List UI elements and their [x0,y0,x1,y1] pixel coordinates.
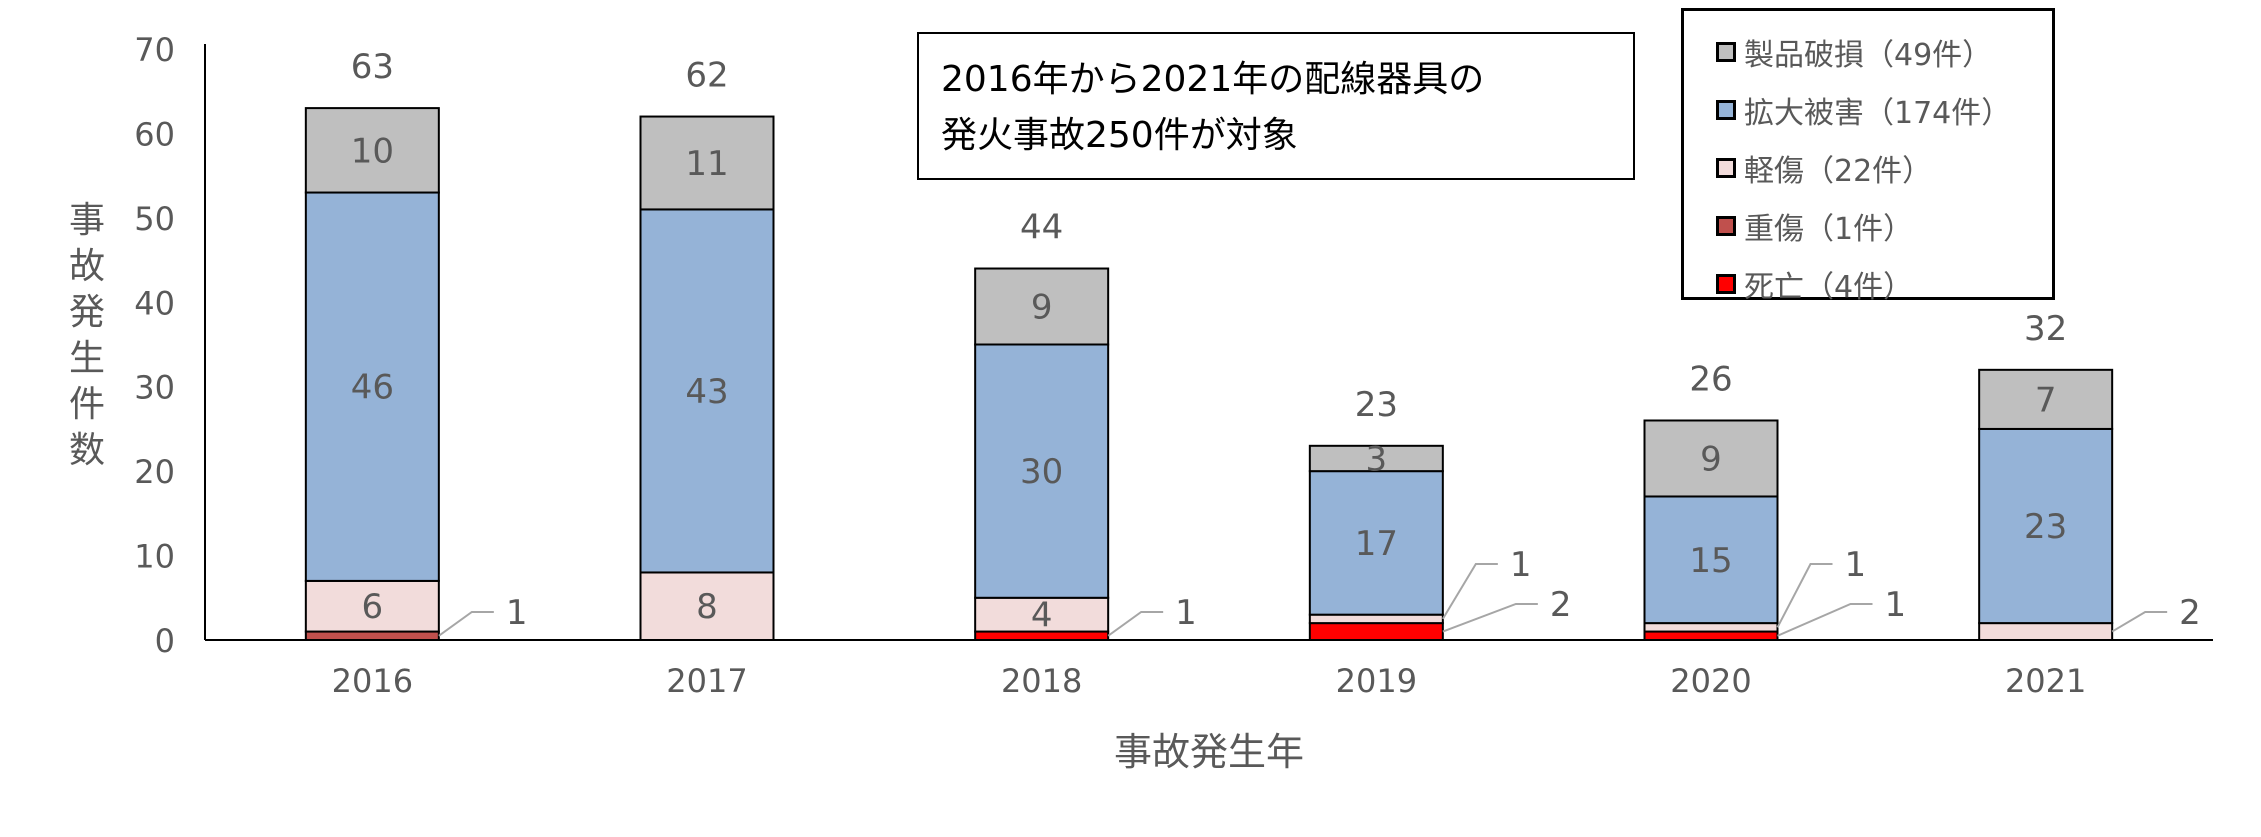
legend-item-serious: 重傷（1件） [1716,197,2052,255]
leader-line-death [1777,603,1873,637]
bar-segment-product [1643,419,1779,498]
x-tick-label: 2017 [666,662,747,700]
legend-swatch [1716,100,1736,120]
leader-line-serious [438,611,494,637]
data-label-death: 1 [1885,585,1907,625]
bar-segment-product [1308,444,1444,473]
leader-line-death [1107,611,1164,637]
data-label-spread: 43 [685,372,728,412]
data-label-serious: 1 [506,593,528,633]
leader-line-minor [2111,611,2168,633]
data-label-death: 1 [1175,593,1197,633]
x-tick-label: 2016 [332,662,413,700]
total-label: 23 [1355,385,1398,425]
data-label-product: 9 [1700,439,1722,479]
bar-segment-spread [1643,495,1779,625]
x-tick-label: 2018 [1001,662,1082,700]
legend-swatch [1716,42,1736,62]
legend-swatch [1716,158,1736,178]
data-label-death: 2 [1550,585,1572,625]
y-tick-label: 40 [134,284,175,322]
y-tick-label: 20 [134,453,175,491]
legend-item-death: 死亡（4件） [1716,255,2052,313]
data-label-spread: 46 [351,368,394,408]
bar-segment-product [974,267,1110,346]
legend-swatch [1716,216,1736,236]
annotation-line-2: 発火事故250件が対象 [941,115,1298,156]
data-label-product: 9 [1031,288,1053,328]
leader-line-minor [1776,563,1833,628]
bar-segment-product [1978,368,2114,430]
bar-segment-death [1308,622,1444,641]
legend-swatch [1716,274,1736,294]
x-axis-label: 事故発生年 [1114,730,1304,774]
data-label-product: 11 [685,144,728,184]
legend-item-spread: 拡大被害（174件） [1716,81,2052,139]
bar-segment-spread [1978,427,2114,625]
bar-segment-minor [1308,613,1444,625]
y-axis-label-char: 故 [69,246,105,287]
legend-label: 軽傷（22件） [1744,154,1933,189]
x-tick-label: 2019 [1336,662,1417,700]
legend-item-minor: 軽傷（22件） [1716,139,2052,197]
legend-label: 拡大被害（174件） [1744,96,2012,131]
y-axis-label-char: 数 [69,430,105,471]
bar-segment-product [639,115,775,211]
leader-line-minor [1441,563,1498,620]
leader-line-death [1442,603,1538,633]
data-label-spread: 17 [1355,524,1398,564]
data-label-spread: 30 [1020,452,1063,492]
bar-segment-minor [1643,622,1779,633]
data-label-minor: 6 [362,587,384,627]
data-label-minor: 8 [696,587,718,627]
annotation-line-1: 2016年から2021年の配線器具の [941,59,1485,100]
data-label-minor: 4 [1031,596,1053,636]
y-axis-label-char: 生 [69,338,105,379]
x-tick-label: 2020 [1670,662,1751,700]
data-label-product: 7 [2035,380,2057,420]
bar-segment-serious [304,630,440,641]
annotation-box: 2016年から2021年の配線器具の 発火事故250件が対象 [917,32,1635,180]
y-axis-label-char: 事 [69,200,105,241]
legend-label: 重傷（1件） [1744,212,1914,247]
bar-segment-spread [639,208,775,574]
total-label: 32 [2024,309,2067,349]
y-tick-label: 10 [134,538,175,576]
y-axis-label-char: 件 [69,384,105,425]
y-axis-label-char: 発 [69,292,105,333]
bar-segment-spread [974,343,1110,599]
legend-label: 死亡（4件） [1744,270,1914,305]
bar-segment-minor [304,579,440,633]
x-tick-label: 2021 [2005,662,2086,700]
total-label: 62 [685,56,728,96]
data-label-spread: 15 [1689,541,1732,581]
legend-label: 製品破損（49件） [1744,38,1993,73]
y-tick-label: 70 [134,31,175,69]
y-tick-label: 50 [134,200,175,238]
data-label-minor: 1 [1845,545,1867,585]
bar-segment-death [1643,630,1779,641]
y-tick-label: 0 [155,622,175,660]
total-label: 44 [1020,208,1063,248]
data-label-product: 10 [351,131,394,171]
data-label-spread: 23 [2024,507,2067,547]
total-label: 63 [351,47,394,87]
bar-segment-minor [1978,622,2114,641]
data-label-minor: 2 [2179,593,2201,633]
data-label-minor: 1 [1510,545,1532,585]
bar-segment-product [304,107,440,194]
legend: 製品破損（49件） 拡大被害（174件） 軽傷（22件） 重傷（1件） 死亡（4件） [1681,8,2055,305]
total-label: 26 [1689,359,1732,399]
data-label-product: 3 [1366,439,1388,479]
legend-item-product: 製品破損（49件） [1716,23,2052,81]
y-tick-label: 60 [134,115,175,153]
bar-segment-spread [1308,470,1444,616]
y-tick-label: 30 [134,369,175,407]
